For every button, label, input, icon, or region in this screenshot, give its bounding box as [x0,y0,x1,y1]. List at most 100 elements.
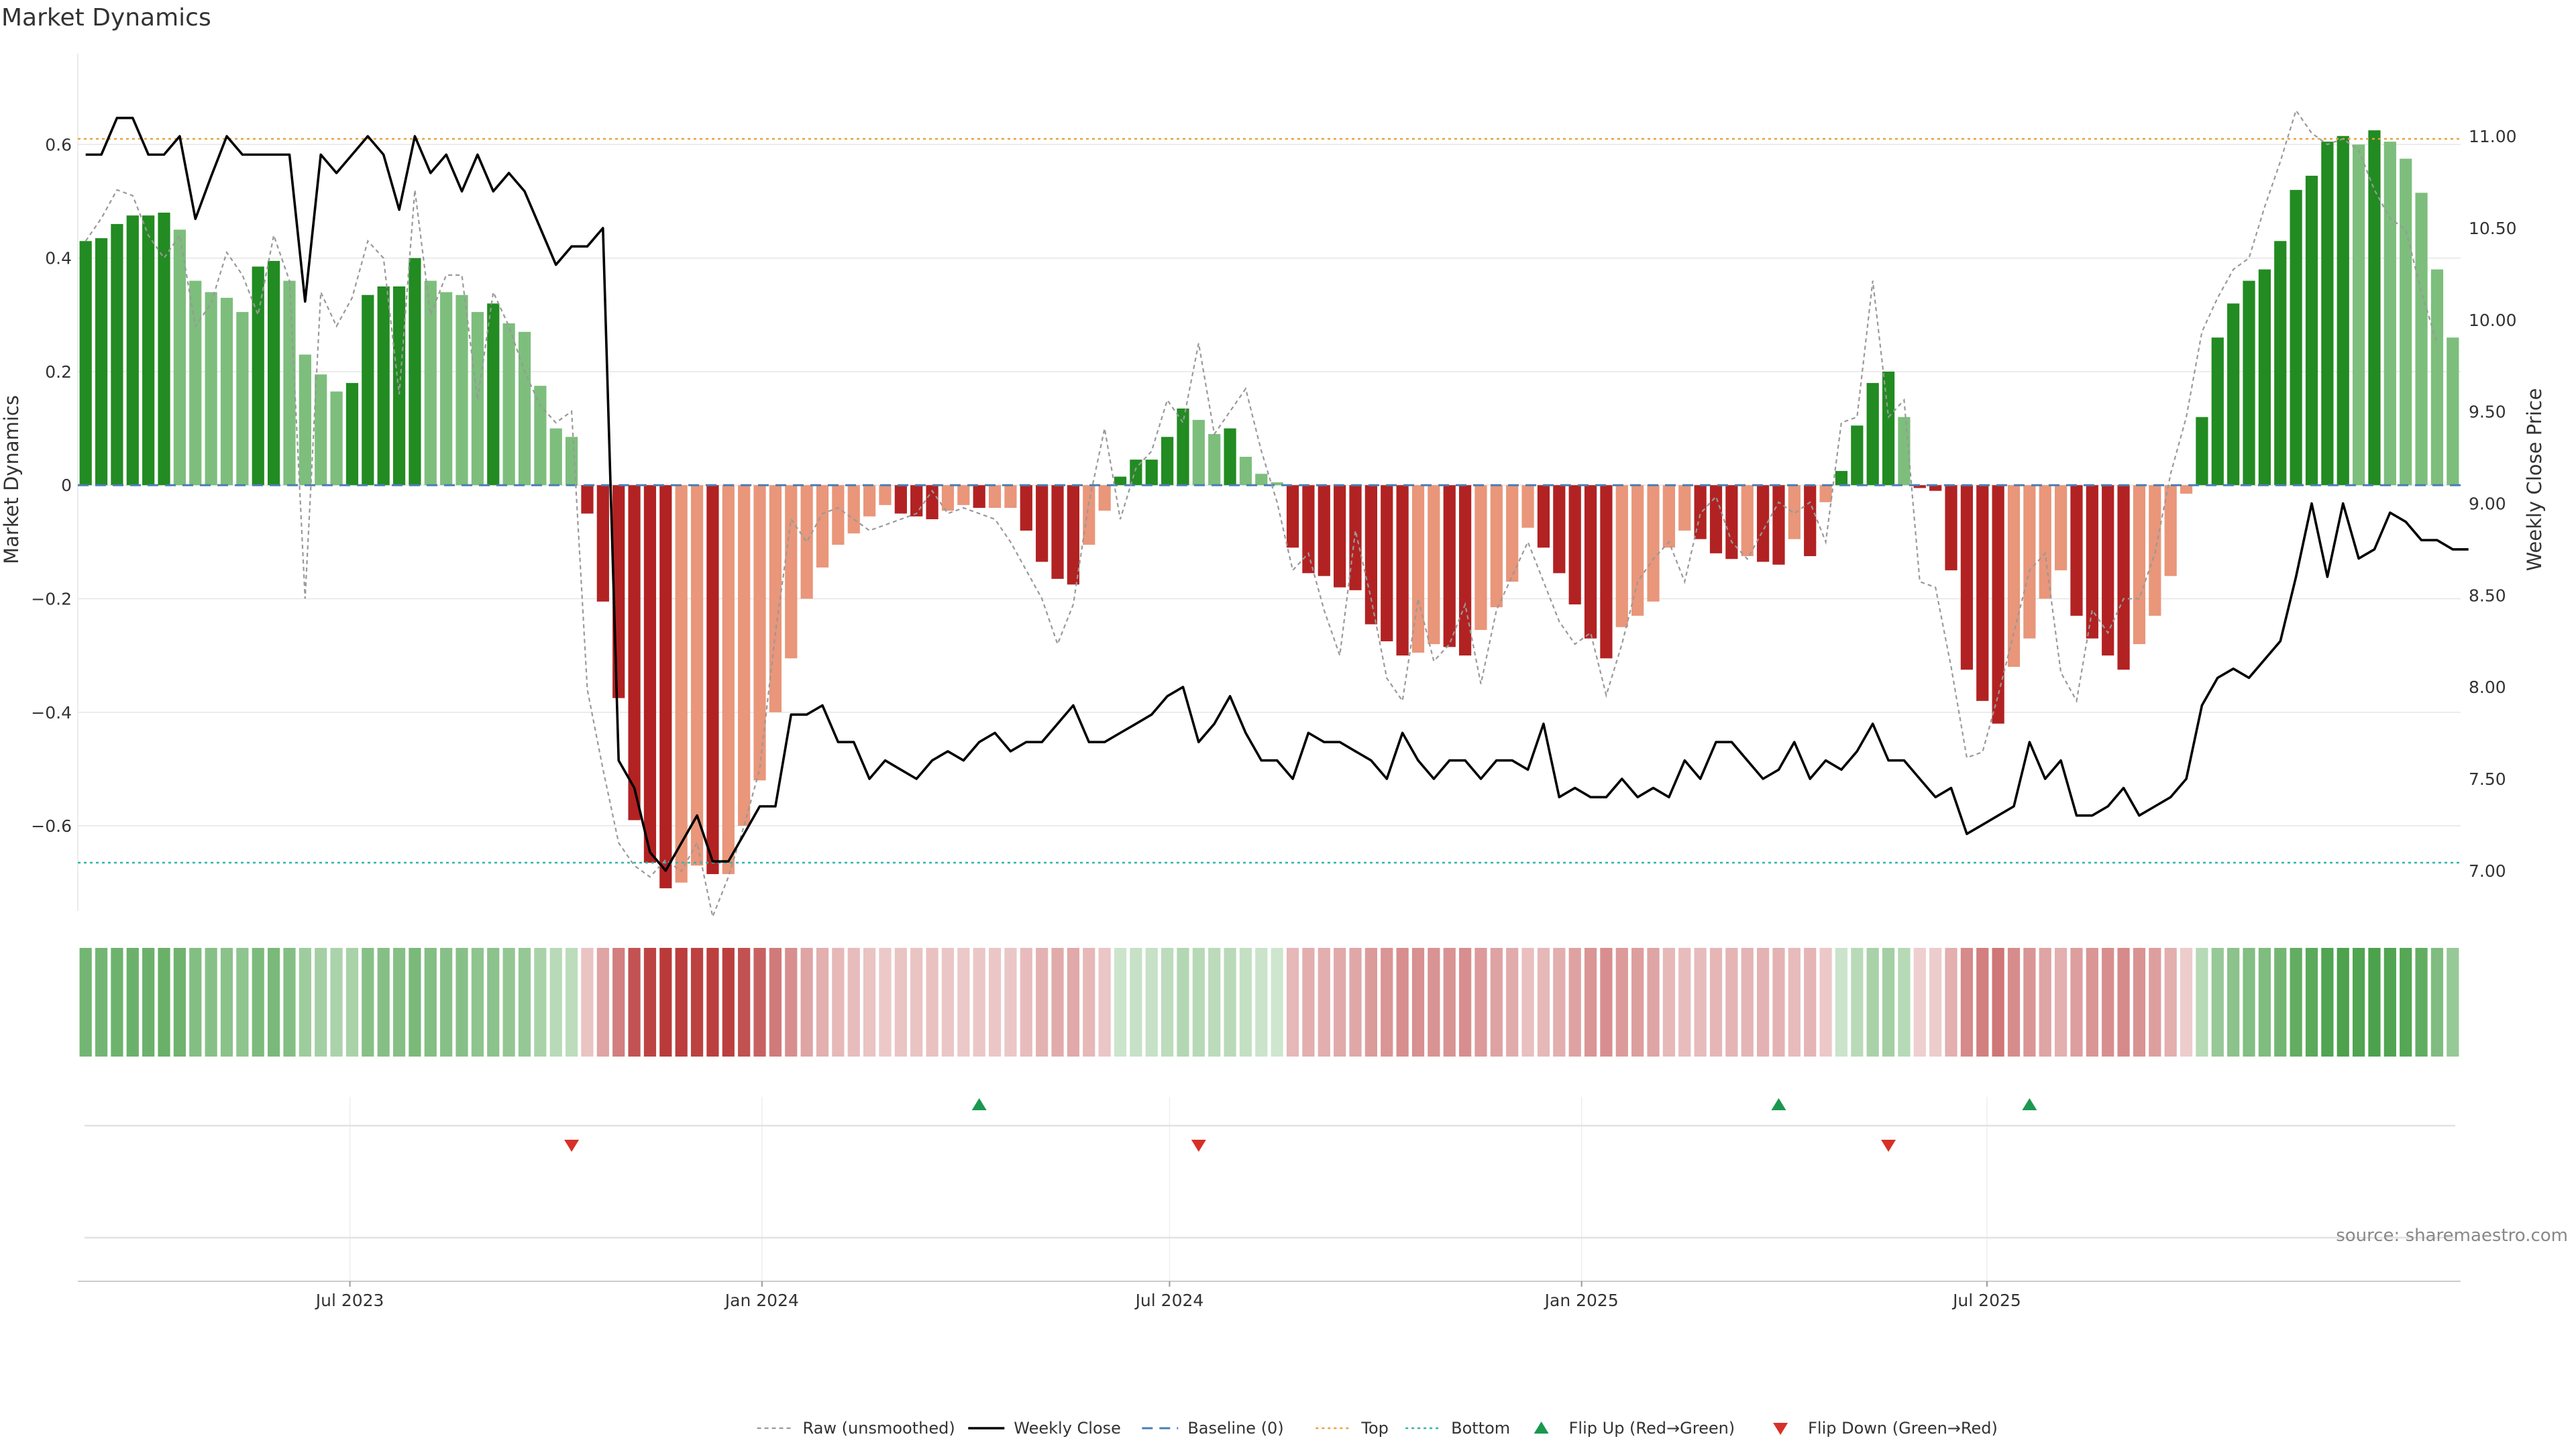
strip-cell [2415,948,2428,1057]
strip-cell [973,948,985,1057]
bar [1036,485,1049,562]
legend-label: Flip Up (Red→Green) [1569,1419,1735,1438]
strip-cell [1913,948,1926,1057]
strip-cell [1083,948,1095,1057]
strip-cell [1239,948,1252,1057]
strip-cell [1114,948,1127,1057]
bar [1866,382,1879,486]
flip-up-marker [971,1098,987,1110]
strip-cell [565,948,578,1057]
strip-cell [753,948,766,1057]
strip-cell [2211,948,2224,1057]
strip-cell [330,948,343,1057]
flip-markers [85,1097,2455,1281]
strip-cell [2007,948,2021,1057]
bar [409,258,421,486]
strip-cell [1411,948,1425,1057]
y-tick-label: −0.4 [31,703,72,722]
bar [1584,485,1597,639]
strip-cell [455,948,468,1057]
strip-cell [1036,948,1049,1057]
strip-cell [111,948,123,1057]
strip-cell [236,948,249,1057]
strip-cell [2243,948,2255,1057]
strip-cell [1615,948,1628,1057]
bar [894,485,907,514]
bar [362,294,374,486]
bar [1898,417,1911,486]
x-tick-label: Jul 2024 [1134,1291,1204,1310]
bar [1615,485,1628,627]
legend-label: Raw (unsmoothed) [803,1419,955,1438]
strip-cell [502,948,515,1057]
bar [173,229,186,486]
bar [1364,485,1378,625]
bar [1004,485,1017,508]
strip-cell [345,948,359,1057]
strip-cell [2352,948,2365,1057]
bar [2117,485,2130,670]
bar [1725,485,1738,559]
bar [2164,485,2177,576]
strip-cell [957,948,970,1057]
bar [1945,485,1957,571]
bar [2447,337,2459,486]
bar [1568,485,1581,604]
strip-cell [1302,948,1315,1057]
bar [1992,485,2004,724]
bar [189,280,202,486]
bar [1349,485,1362,590]
bar [1271,482,1283,486]
bar [1913,485,1926,488]
bar [926,485,938,520]
strip-cell [2196,948,2208,1057]
strip-cell [2039,948,2051,1057]
strip-cell [2164,948,2177,1057]
bar [659,485,672,889]
legend-label: Bottom [1451,1419,1510,1438]
bar [252,266,264,486]
y2-tick-label: 9.00 [2469,494,2506,513]
strip-cell [1255,948,1268,1057]
strip-cell [424,948,437,1057]
strip-cell [1631,948,1644,1057]
bar [1286,485,1299,548]
strip-cell [894,948,907,1057]
legend-label: Baseline (0) [1187,1419,1283,1438]
bar [1474,485,1487,631]
bar [518,331,531,486]
strip-cell [1443,948,1456,1057]
chart-title: Market Dynamics [1,4,211,32]
strip-cell [738,948,751,1057]
strip-cell [534,948,547,1057]
bar [628,485,641,820]
strip-cell [722,948,735,1057]
strip-cell [2133,948,2146,1057]
strip-cell [2149,948,2161,1057]
bar [1506,485,1519,582]
y2-tick-label: 11.00 [2469,127,2517,146]
bar [1067,485,1080,585]
strip-cell [1051,948,1064,1057]
bar [158,212,170,486]
strip-cell [126,948,139,1057]
flip-down-marker [1881,1140,1896,1152]
strip-cell [471,948,484,1057]
strip-cell [1819,948,1832,1057]
bar [1772,485,1785,565]
bar [2337,136,2349,486]
strip-cell [1208,948,1221,1057]
strip-cell [487,948,500,1057]
x-tick-label: Jul 2023 [315,1291,384,1310]
strip-cell [549,948,562,1057]
bar [1224,428,1236,486]
strip-cell [1709,948,1723,1057]
bar [2400,158,2412,486]
strip-cell [1381,948,1393,1057]
bar [455,294,468,486]
y-tick-label: 0.2 [45,362,72,382]
strip-cell [142,948,155,1057]
strip-cell [440,948,453,1057]
bar [2305,175,2318,486]
bar [800,485,813,599]
